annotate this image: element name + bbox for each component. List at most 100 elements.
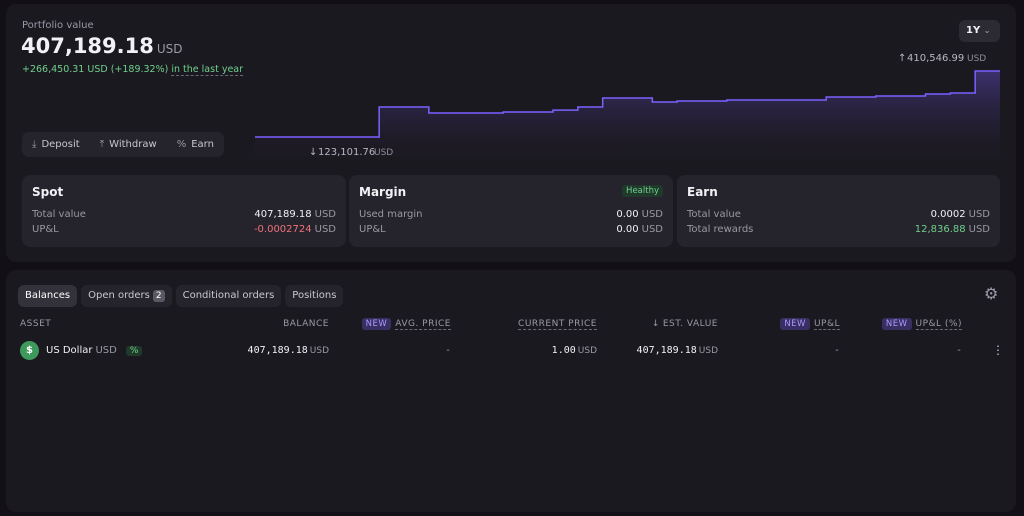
actions: ⤓ Deposit ⤒ Withdraw% Earn	[22, 132, 224, 157]
action-label: Deposit	[41, 139, 80, 150]
period[interactable]: in the last year	[171, 64, 244, 76]
column-header[interactable]: CURRENT PRICE	[518, 319, 597, 330]
range-select[interactable]: 1Y ⌄	[959, 20, 1000, 42]
cell: -	[834, 345, 840, 356]
tab-count: 2	[152, 290, 165, 302]
row-value: 0.0002 USD	[931, 209, 990, 220]
value: 12,836.88	[914, 224, 966, 235]
action-button[interactable]: % Earn	[177, 139, 214, 150]
cell-value: 1.00	[551, 345, 576, 356]
column-header[interactable]: NEW UP&L (%)	[881, 318, 962, 330]
row-value: -0.0002724 USD	[254, 224, 336, 235]
cell: -	[445, 345, 451, 356]
cell-unit: USD	[577, 346, 597, 356]
action-icon: ⤒	[99, 139, 105, 150]
action-button[interactable]: ⤒ Withdraw	[100, 139, 157, 150]
value: 407,189.18	[21, 34, 154, 58]
row-label: Total value	[32, 209, 86, 220]
row-value: 12,836.88 USD	[915, 224, 990, 235]
cell-value: -	[833, 345, 840, 356]
max-unit: USD	[967, 54, 986, 64]
settings-icon[interactable]: ⚙	[984, 284, 999, 303]
range: 1Y	[966, 25, 981, 36]
badge: Healthy	[622, 185, 663, 197]
min-label: 123,101.76	[318, 147, 375, 158]
card-row: UP&L -0.0002724 USD	[32, 224, 336, 235]
cell-value: 407,189.18	[247, 345, 308, 356]
sort-icon: ↓	[651, 319, 660, 329]
balances-panel	[6, 270, 1016, 512]
new-badge: NEW	[361, 318, 392, 330]
tab-label: Conditional orders	[182, 290, 275, 301]
value: 0.00	[616, 209, 639, 220]
action-label: Earn	[191, 139, 214, 150]
tab-label: Balances	[25, 290, 71, 301]
change: +266,450.31 USD (+189.32%) in the last y…	[22, 64, 244, 76]
card: Spot Total value 407,189.18 USD UP&L -0.00027…	[22, 175, 346, 247]
card-row: Total value 0.0002 USD	[687, 209, 990, 220]
cell-value: -	[955, 345, 962, 356]
max-arrow: ↑	[898, 53, 906, 64]
portfolio-label: Portfolio value	[22, 20, 94, 31]
card-row: Used margin 0.00 USD	[359, 209, 663, 220]
value: 0.0002	[930, 209, 966, 220]
tabs: Balances Open orders 2 Conditional orders Po…	[18, 283, 347, 307]
row-value: 0.00 USD	[616, 224, 663, 235]
value: 407,189.18	[254, 209, 312, 220]
column-header[interactable]: BALANCE	[283, 319, 329, 329]
cell-value: 407,189.18	[636, 345, 697, 356]
row-menu[interactable]: ⋮	[992, 343, 1004, 357]
unit: USD	[968, 224, 990, 235]
column-label: AVG. PRICE	[395, 319, 451, 330]
tab-label: Open orders	[88, 290, 150, 301]
tab[interactable]: Open orders 2	[81, 285, 172, 307]
chart: ↑ 410,546.99 USD ↓ 123,101.76 USD	[255, 53, 1000, 160]
min-arrow: ↓	[309, 147, 317, 158]
unit: USD	[314, 224, 336, 235]
action-button[interactable]: ⤓ Deposit	[32, 139, 80, 150]
tab[interactable]: Positions	[285, 285, 344, 307]
action-icon: ⤓	[32, 139, 37, 150]
value: 0.00	[616, 224, 639, 235]
asset-icon: $	[20, 341, 39, 360]
card: Earn Total value 0.0002 USD Total rewards 12,…	[677, 175, 1000, 247]
row-label: Total rewards	[687, 224, 754, 235]
column-header[interactable]: ↓ EST. VALUE	[652, 319, 718, 329]
asset-code: USD	[95, 345, 117, 356]
card-title: Spot	[32, 185, 64, 199]
cell-unit: USD	[698, 346, 718, 356]
value: -0.0002724	[253, 224, 312, 235]
row-label: Used margin	[359, 209, 423, 220]
unit: USD	[968, 209, 990, 220]
cell: -	[956, 345, 962, 356]
portfolio-value: 407,189.18 USD	[21, 34, 183, 58]
column-label: EST. VALUE	[662, 319, 718, 329]
column-label: UP&L (%)	[915, 319, 962, 330]
card: Margin Healthy Used margin 0.00 USD UP&L 0.00 U…	[349, 175, 673, 247]
column-header[interactable]: NEW UP&L	[780, 318, 840, 330]
column-label: CURRENT PRICE	[518, 319, 597, 330]
change-value: +266,450.31 USD (+189.32%)	[22, 64, 169, 75]
card-title: Earn	[687, 185, 718, 199]
card-row: UP&L 0.00 USD	[359, 224, 663, 235]
row-value: 407,189.18 USD	[254, 209, 336, 220]
cell: 407,189.18 USD	[248, 345, 329, 356]
card-row: Total value 407,189.18 USD	[32, 209, 336, 220]
cell-unit: USD	[309, 346, 329, 356]
new-badge: NEW	[881, 318, 912, 330]
chart-line	[255, 70, 1000, 138]
unit: USD	[314, 209, 336, 220]
cell: 1.00 USD	[552, 345, 597, 356]
action-icon: %	[176, 139, 187, 150]
cell-value: -	[444, 345, 451, 356]
tab[interactable]: Balances	[18, 285, 78, 307]
chart-area	[255, 71, 1000, 160]
max-label: 410,546.99	[907, 53, 964, 64]
tab[interactable]: Conditional orders	[175, 285, 282, 307]
column-header[interactable]: NEW AVG. PRICE	[361, 318, 451, 330]
unit: USD	[641, 224, 663, 235]
row-label: UP&L	[359, 224, 386, 235]
column-label: UP&L	[813, 319, 840, 330]
cell: 407,189.18 USD	[637, 345, 718, 356]
